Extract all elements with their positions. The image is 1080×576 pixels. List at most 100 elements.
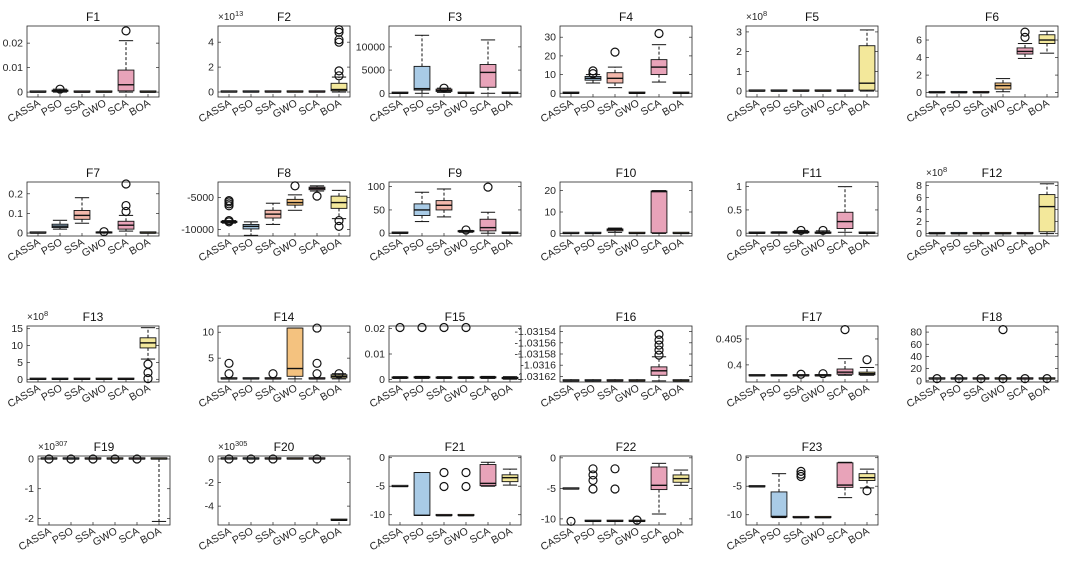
box-gwo	[628, 231, 646, 235]
box-ssa	[606, 464, 624, 523]
x-tick-label: GWO	[271, 97, 300, 121]
box-cassa	[391, 231, 409, 234]
x-tick-label: BOA	[489, 382, 514, 403]
x-tick-label: PSO	[758, 525, 783, 546]
box-gwo	[95, 377, 113, 381]
y-tick-label: 0	[550, 452, 556, 464]
outlier-point	[143, 374, 153, 384]
box-pso	[950, 374, 968, 384]
box-ssa	[792, 466, 810, 519]
axes-frame	[37, 455, 171, 526]
box-pso	[51, 84, 69, 94]
box-ssa	[972, 231, 990, 235]
y-tick-label: 20	[910, 363, 922, 375]
x-tick-label: CASSA	[368, 236, 405, 264]
x-tick-label: BOA	[660, 236, 685, 257]
x-tick-label: CASSA	[539, 97, 576, 125]
x-tick-label: PSO	[50, 525, 75, 546]
box-cassa	[220, 90, 238, 93]
box-gwo	[994, 78, 1012, 93]
iqr-box	[1038, 194, 1056, 233]
x-tick-label: CASSA	[197, 382, 234, 410]
iqr-box	[117, 69, 135, 92]
outlier-point	[439, 481, 449, 492]
outlier-point	[334, 37, 344, 47]
x-tick-label: BOA	[846, 525, 871, 546]
y-tick-label: 0	[550, 228, 556, 240]
box-gwo	[457, 467, 475, 517]
x-tick-label: BOA	[846, 236, 871, 257]
box-boa	[501, 231, 519, 234]
outlier-point	[224, 454, 234, 464]
panel-title: F10	[616, 166, 637, 180]
x-tick-label: PSO	[39, 382, 64, 403]
exponent-label: ×108	[926, 165, 947, 179]
axes-frame	[217, 181, 351, 237]
x-tick-label: CASSA	[197, 525, 234, 553]
box-ssa	[435, 322, 453, 379]
box-pso	[584, 379, 602, 382]
box-boa	[858, 355, 876, 376]
box-sca	[117, 26, 135, 93]
box-boa	[330, 369, 348, 380]
y-tick-label: 0	[208, 87, 214, 99]
axes-frame	[745, 455, 879, 526]
x-tick-label: GWO	[271, 525, 300, 549]
box-cassa	[220, 358, 238, 380]
outlier-point	[439, 83, 449, 93]
box-cassa	[928, 231, 946, 235]
box-ssa	[435, 83, 453, 93]
box-cassa	[562, 91, 580, 94]
box-cassa	[562, 379, 580, 382]
panel-title: F4	[619, 10, 633, 24]
y-tick-label: 2	[208, 62, 214, 74]
box-gwo	[994, 231, 1012, 235]
outlier-point	[654, 350, 664, 360]
x-tick-label: CASSA	[539, 382, 576, 410]
x-tick-label: BOA	[1026, 382, 1051, 403]
box-gwo	[457, 225, 475, 235]
y-tick-label: 0	[379, 228, 385, 240]
x-tick-label: PSO	[758, 236, 783, 257]
x-tick-label: BOA	[660, 525, 685, 546]
box-pso	[51, 219, 69, 230]
box-sca	[836, 89, 854, 92]
box-boa	[672, 91, 690, 94]
box-gwo	[628, 379, 646, 382]
x-tick-label: GWO	[442, 236, 471, 260]
y-tick-label: -2	[25, 513, 34, 525]
x-tick-label: GWO	[442, 382, 471, 406]
box-ssa	[792, 225, 810, 236]
y-tick-label: 50	[373, 204, 385, 216]
y-tick-label: -5	[733, 481, 742, 493]
outlier-point	[334, 25, 344, 35]
outlier-point	[334, 27, 344, 37]
x-tick-label: BOA	[127, 382, 152, 403]
box-sca	[836, 325, 854, 376]
y-tick-label: -1.03162	[515, 371, 557, 383]
box-ssa	[73, 90, 91, 93]
box-boa	[672, 231, 690, 235]
x-tick-label: GWO	[799, 97, 828, 121]
box-ssa	[606, 47, 624, 89]
y-tick-label: 1	[736, 66, 742, 78]
y-tick-label: 20	[544, 185, 556, 197]
axes-frame	[388, 325, 522, 383]
iqr-box	[479, 64, 497, 88]
box-gwo	[106, 454, 124, 464]
outlier-point	[796, 466, 806, 476]
box-sca	[117, 179, 135, 232]
axes-frame	[26, 325, 160, 383]
y-tick-label: 3	[736, 26, 742, 38]
box-sca	[479, 375, 497, 379]
box-pso	[242, 377, 260, 380]
y-tick-label: 0	[17, 228, 23, 240]
iqr-box	[836, 211, 854, 230]
box-pso	[950, 90, 968, 94]
box-sca	[836, 461, 854, 499]
box-pso	[413, 191, 431, 223]
